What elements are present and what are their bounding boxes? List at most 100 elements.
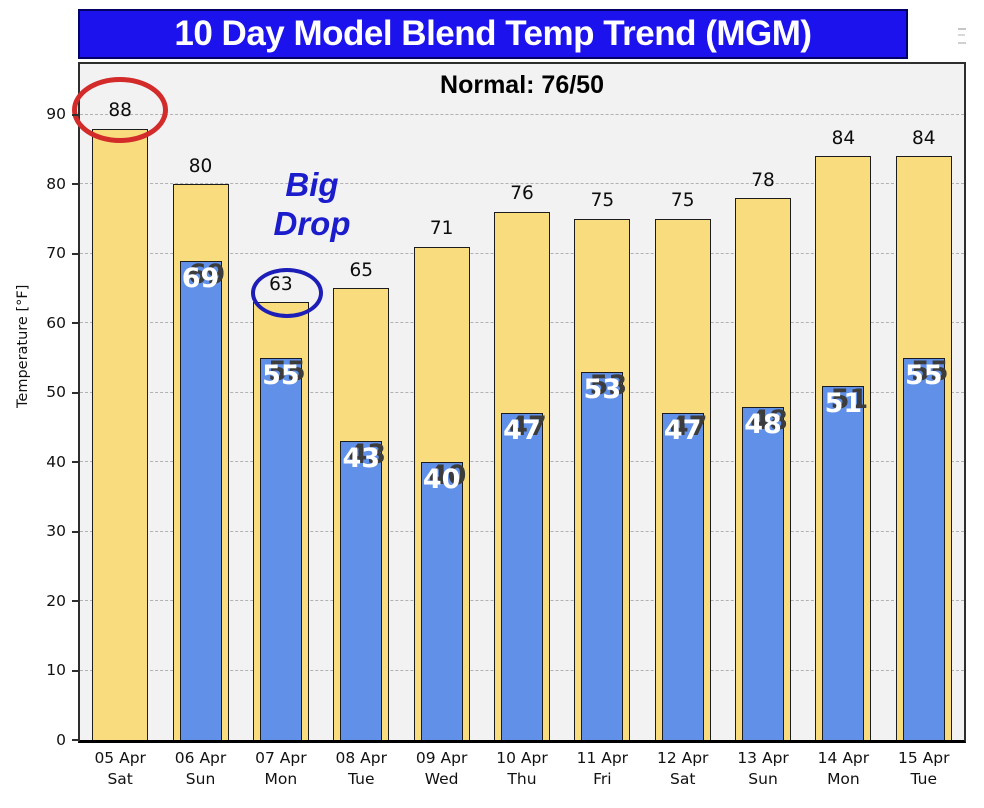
x-tick-label: 11 Apr Fri (562, 748, 642, 791)
red-highlight-ellipse (72, 77, 168, 143)
y-tick-label: 30 (46, 521, 66, 540)
low-temp-bar: 47 (500, 413, 543, 740)
x-tick-weekday: Tue (910, 770, 938, 789)
x-tick-date: 11 Apr (576, 749, 629, 767)
x-tick-weekday: Mon (827, 770, 860, 789)
x-tick-weekday: Fri (593, 770, 612, 789)
low-temp-label: 47 (503, 415, 541, 447)
y-tick-mark (72, 461, 80, 464)
low-temp-label: 69 (181, 262, 220, 294)
x-tick-date: 15 Apr (898, 749, 950, 767)
y-tick-label: 20 (46, 591, 66, 610)
chart-title-bar: 10 Day Model Blend Temp Trend (MGM) (78, 9, 908, 59)
x-tick-label: 05 Apr Sat (80, 748, 160, 791)
screenshot-artifact (958, 28, 966, 44)
x-tick-label: 07 Apr Mon (241, 748, 321, 791)
x-tick-label: 09 Apr Wed (401, 748, 481, 791)
y-tick-label: 90 (46, 104, 66, 123)
high-temp-label: 80 (188, 155, 213, 177)
x-tick-date: 12 Apr (656, 749, 709, 767)
day-column: 71 40 09 Apr Wed (401, 64, 481, 788)
plot-area: 88 05 Apr Sat 80 69 06 Apr Sun 63 55 07 Apr Mon 65 4… (15, 62, 966, 788)
x-tick-date: 14 Apr (817, 749, 870, 767)
low-temp-label: 48 (744, 408, 782, 440)
high-temp-label: 65 (349, 259, 374, 281)
x-tick-weekday: Thu (507, 770, 537, 789)
x-tick-label: 10 Apr Thu (482, 748, 562, 791)
day-column: 76 47 10 Apr Thu (482, 64, 562, 788)
x-tick-weekday: Tue (348, 770, 375, 789)
y-tick-label: 0 (56, 730, 66, 749)
x-tick-label: 14 Apr Mon (803, 748, 883, 791)
y-tick-mark (72, 600, 80, 603)
x-tick-date: 06 Apr (174, 749, 227, 767)
y-tick-mark (72, 322, 80, 325)
low-temp-bar: 51 (822, 385, 865, 740)
y-tick-label: 50 (46, 382, 66, 401)
x-tick-label: 12 Apr Sat (643, 748, 723, 791)
day-column: 84 51 14 Apr Mon (803, 64, 883, 788)
y-tick-mark (72, 113, 80, 116)
chart-title: 10 Day Model Blend Temp Trend (MGM) (174, 14, 812, 53)
day-column: 84 55 15 Apr Tue (884, 64, 964, 788)
x-tick-label: 06 Apr Sun (160, 748, 240, 791)
x-tick-label: 15 Apr Tue (884, 748, 964, 791)
high-temp-label: 71 (429, 218, 454, 240)
day-column: 88 05 Apr Sat (80, 64, 160, 788)
low-temp-bar: 69 (179, 260, 222, 740)
x-tick-weekday: Sun (185, 770, 216, 789)
day-column: 75 53 11 Apr Fri (562, 64, 642, 788)
x-tick-weekday: Sat (107, 770, 133, 789)
low-temp-bar: 55 (902, 357, 945, 740)
day-column: 80 69 06 Apr Sun (160, 64, 240, 788)
x-tick-date: 05 Apr (94, 749, 146, 767)
y-tick-mark (72, 183, 80, 186)
blue-highlight-ellipse (251, 268, 323, 318)
y-tick-label: 70 (46, 243, 66, 262)
y-tick-label: 10 (46, 660, 66, 679)
x-tick-weekday: Sat (669, 770, 696, 789)
low-temp-bar: 48 (742, 406, 785, 740)
low-temp-bar: 53 (581, 371, 624, 740)
gridline (80, 183, 964, 185)
day-column: 78 48 13 Apr Sun (723, 64, 803, 788)
day-column: 65 43 08 Apr Tue (321, 64, 401, 788)
high-temp-bar (92, 128, 149, 740)
high-temp-label: 84 (912, 127, 936, 149)
high-temp-label: 78 (751, 169, 775, 191)
y-tick-label: 80 (46, 174, 66, 193)
y-tick-mark (72, 739, 80, 741)
bars: 88 05 Apr Sat 80 69 06 Apr Sun 63 55 07 Apr Mon 65 4… (80, 64, 964, 788)
low-temp-label: 55 (262, 359, 300, 391)
normal-annotation: Normal: 76/50 (440, 71, 604, 99)
low-temp-label: 53 (583, 373, 622, 405)
day-column: 75 47 12 Apr Sat (643, 64, 723, 788)
big-drop-annotation: Big Drop (273, 166, 351, 242)
low-temp-bar: 55 (259, 357, 302, 740)
low-temp-bar: 43 (340, 441, 383, 740)
x-tick-date: 10 Apr (496, 749, 548, 767)
x-tick-weekday: Wed (424, 770, 459, 789)
day-column: 63 55 07 Apr Mon (241, 64, 321, 788)
low-temp-bar: 40 (420, 462, 463, 740)
y-tick-mark (72, 391, 80, 394)
x-tick-label: 13 Apr Sun (723, 748, 803, 791)
x-tick-label: 08 Apr Tue (321, 748, 401, 791)
low-temp-label: 55 (904, 359, 943, 391)
y-tick-mark (72, 530, 80, 533)
high-temp-label: 75 (590, 190, 615, 212)
x-tick-date: 08 Apr (335, 749, 387, 767)
y-tick-label: 40 (46, 452, 66, 471)
high-temp-label: 75 (670, 190, 695, 212)
x-tick-date: 09 Apr (415, 749, 468, 767)
high-temp-label: 84 (831, 127, 856, 149)
low-temp-label: 47 (663, 415, 702, 447)
y-tick-mark (72, 252, 80, 255)
y-tick-label: 60 (46, 313, 66, 332)
low-temp-label: 43 (342, 443, 381, 475)
gridline (80, 113, 964, 115)
x-tick-date: 13 Apr (737, 749, 789, 767)
y-tick-mark (72, 669, 80, 672)
x-tick-date: 07 Apr (255, 749, 307, 767)
